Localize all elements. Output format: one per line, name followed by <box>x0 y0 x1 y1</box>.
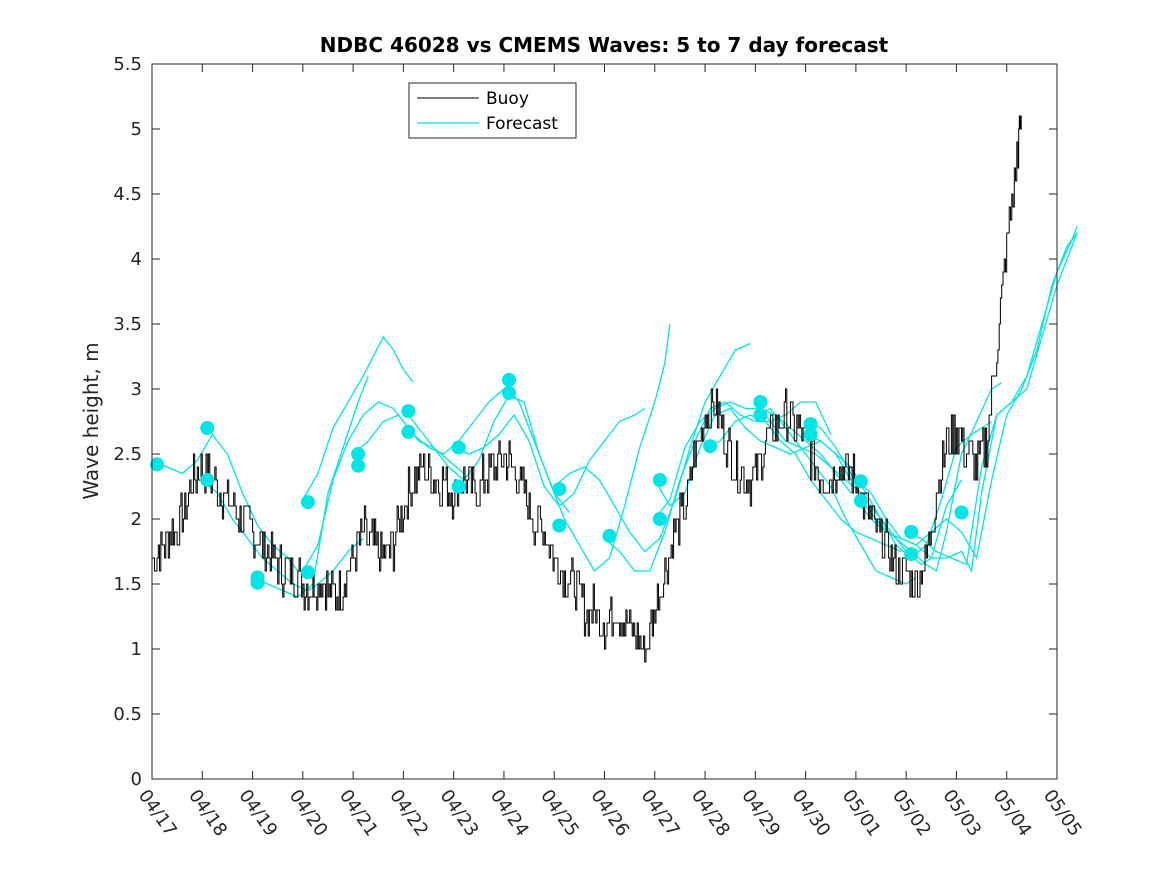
y-tick-label: 3.5 <box>113 314 142 335</box>
y-tick-label: 0 <box>131 769 142 790</box>
forecast-marker <box>602 528 617 543</box>
forecast-marker <box>552 518 567 533</box>
x-tick-label: 04/25 <box>536 786 583 841</box>
y-tick-label: 5.5 <box>113 54 142 75</box>
forecast-marker <box>502 385 516 400</box>
forecast-marker <box>351 458 366 473</box>
x-tick-label: 04/27 <box>637 786 684 841</box>
forecast-marker <box>703 439 718 454</box>
forecast-marker <box>300 495 315 510</box>
y-tick-label: 0.5 <box>113 704 142 725</box>
y-tick-label: 4 <box>131 249 142 270</box>
buoy-line-group <box>152 115 1022 663</box>
x-tick-label: 05/03 <box>938 786 985 841</box>
forecast-line <box>553 342 751 553</box>
forecast-marker <box>300 565 315 580</box>
forecast-line <box>755 407 917 585</box>
x-tick-label: 05/02 <box>888 786 935 841</box>
forecast-line <box>352 388 505 455</box>
forecast-marker <box>652 512 667 526</box>
forecast-line <box>805 420 992 559</box>
forecast-marker <box>552 482 567 497</box>
x-tick-label: 04/29 <box>737 786 784 841</box>
x-tick-label: 04/28 <box>687 786 734 841</box>
x-tick-label: 04/26 <box>586 786 633 841</box>
plot-area: 0 0.5 1 1.5 2 2.5 3 3.5 4 4.5 5 5.5 04/17 04/18 04/19… <box>113 54 1086 840</box>
forecast-marker <box>200 473 215 487</box>
x-tick-label: 04/24 <box>486 786 533 841</box>
forecast-marker <box>904 547 919 562</box>
x-tick-label: 05/05 <box>1039 786 1086 841</box>
y-tick-label: 4.5 <box>113 184 142 205</box>
y-tick-label: 3 <box>131 379 142 400</box>
forecast-marker <box>954 505 969 520</box>
chart-title: NDBC 46028 vs CMEMS Waves: 5 to 7 day fo… <box>320 33 889 57</box>
buoy-line <box>152 115 1022 663</box>
y-axis-label: Wave height, m <box>79 342 103 499</box>
x-tick-label: 05/01 <box>838 786 885 841</box>
legend-box <box>408 82 577 139</box>
x-tick-label: 04/23 <box>436 786 483 841</box>
forecast-marker <box>502 372 516 387</box>
forecast-marker <box>401 404 416 419</box>
legend-buoy-label: Buoy <box>486 89 529 109</box>
forecast-line <box>151 433 299 572</box>
forecast-marker <box>351 447 366 461</box>
y-tick-label: 5 <box>131 119 142 140</box>
forecast-marker <box>200 421 215 435</box>
forecast-line <box>302 401 465 572</box>
plot-background <box>152 64 1057 779</box>
forecast-marker <box>853 493 868 508</box>
forecast-marker <box>753 408 768 422</box>
forecast-marker <box>803 427 818 442</box>
x-tick-label: 04/22 <box>385 786 432 841</box>
forecast-line <box>654 401 852 520</box>
x-tick-label: 04/20 <box>285 786 332 841</box>
x-tick-label: 04/17 <box>134 786 181 841</box>
y-tick-label: 1.5 <box>113 574 142 595</box>
y-tick-label: 2 <box>131 509 142 530</box>
forecast-marker <box>853 474 868 489</box>
forecast-markers <box>150 372 969 590</box>
x-tick-label: 05/04 <box>989 786 1036 841</box>
forecast-marker <box>401 424 416 439</box>
y-axis: 0 0.5 1 1.5 2 2.5 3 3.5 4 4.5 5 5.5 <box>113 54 1057 790</box>
y-tick-label: 2.5 <box>113 444 142 465</box>
forecast-marker <box>904 525 919 539</box>
x-tick-label: 04/30 <box>788 786 835 841</box>
legend: Buoy Forecast <box>408 82 577 139</box>
forecast-marker <box>250 575 265 590</box>
x-tick-label: 04/21 <box>335 786 382 841</box>
x-tick-label: 04/19 <box>234 786 281 841</box>
forecast-line <box>503 323 671 573</box>
y-tick-label: 1 <box>131 639 142 660</box>
forecast-marker <box>451 479 466 494</box>
forecast-marker <box>150 457 164 472</box>
forecast-line <box>704 414 902 553</box>
forecast-line <box>302 335 414 500</box>
forecast-marker <box>652 473 667 487</box>
x-tick-label: 04/18 <box>184 786 231 841</box>
forecast-marker <box>753 395 768 409</box>
forecast-line <box>855 226 1078 574</box>
forecast-marker <box>451 440 466 455</box>
forecast-marker <box>803 417 818 432</box>
forecast-line <box>453 407 646 507</box>
legend-forecast-label: Forecast <box>486 114 558 134</box>
